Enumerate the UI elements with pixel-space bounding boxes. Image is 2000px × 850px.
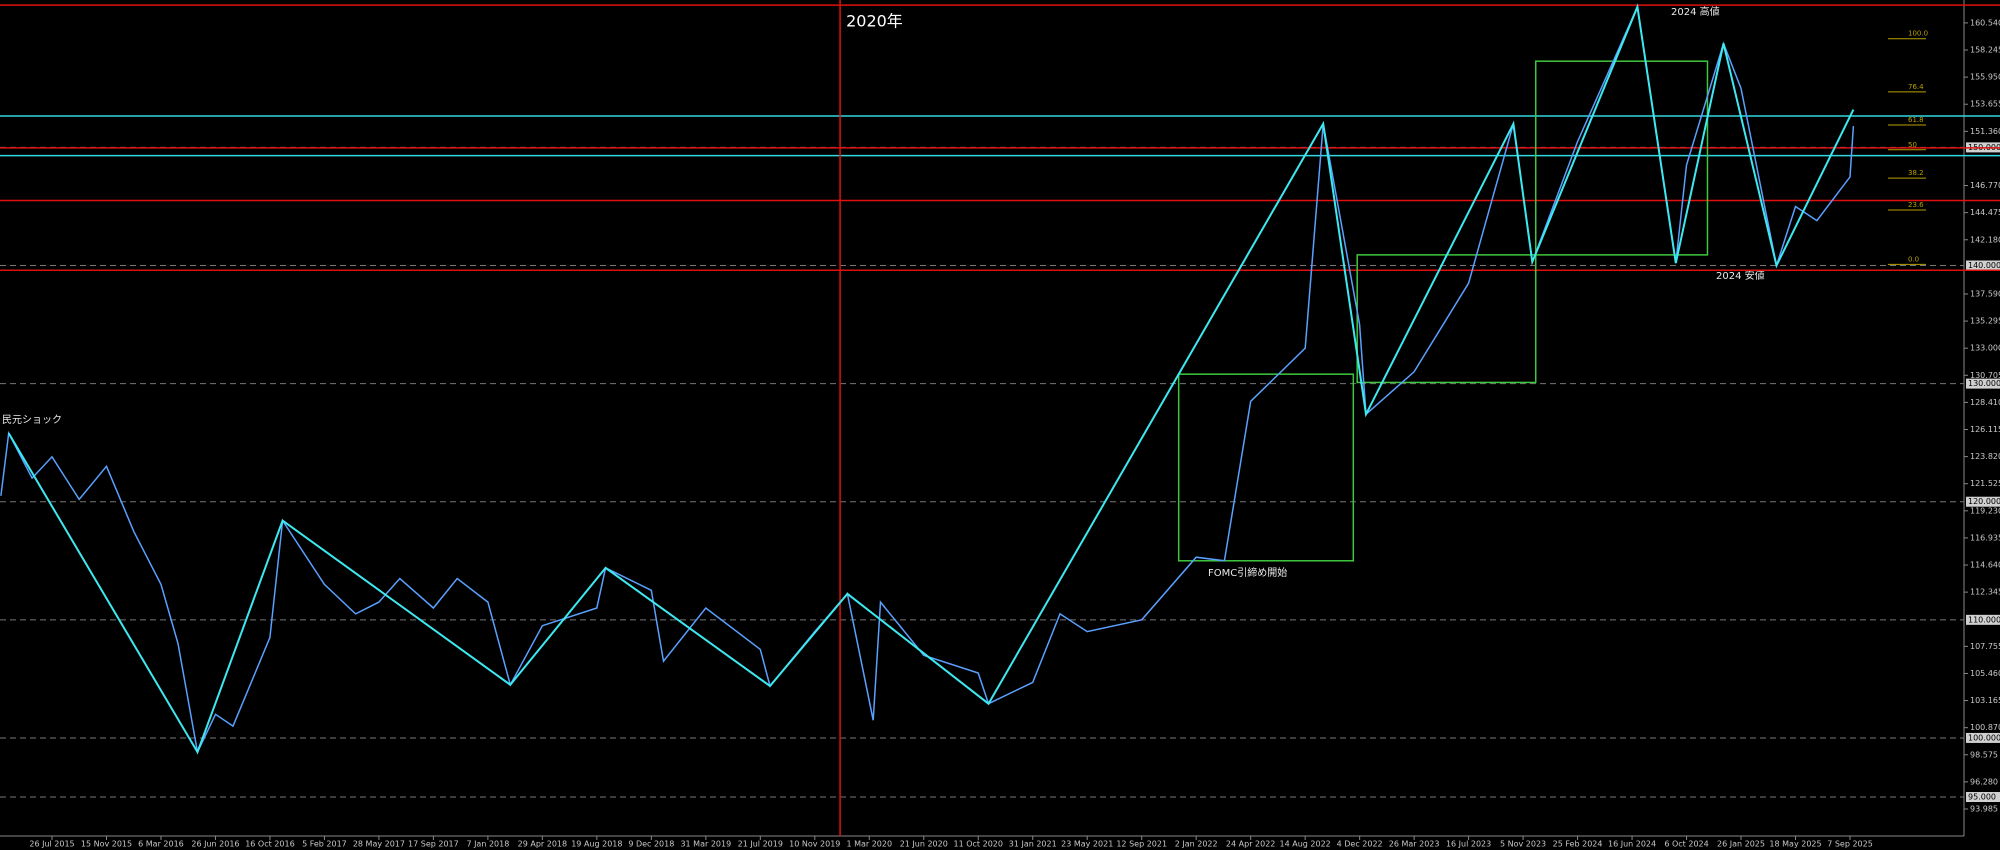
round-level-box bbox=[1966, 378, 2000, 389]
x-tick-label: 11 Oct 2020 bbox=[954, 840, 1003, 849]
y-tick-label: 151.360 bbox=[1970, 127, 2000, 136]
round-level-label: 110.000 bbox=[1968, 615, 2000, 624]
y-tick-label: 130.705 bbox=[1970, 371, 2000, 380]
x-tick-label: 23 May 2021 bbox=[1061, 840, 1113, 849]
x-tick-label: 21 Jul 2019 bbox=[738, 840, 783, 849]
x-tick-label: 29 Apr 2018 bbox=[518, 840, 567, 849]
x-tick-label: 26 Jun 2016 bbox=[191, 840, 239, 849]
x-tick-label: 14 Aug 2022 bbox=[1280, 840, 1331, 849]
x-tick-label: 5 Nov 2023 bbox=[1500, 840, 1546, 849]
y-tick-label: 103.165 bbox=[1970, 696, 2000, 705]
annotation: 2024 高値 bbox=[1671, 5, 1720, 18]
x-tick-label: 28 May 2017 bbox=[353, 840, 405, 849]
annotation: 2024 安値 bbox=[1716, 269, 1765, 282]
y-tick-label: 96.280 bbox=[1970, 777, 1998, 786]
fibo-label: 0.0 bbox=[1908, 255, 1919, 263]
range-box bbox=[1177, 373, 1355, 562]
y-tick-label: 107.755 bbox=[1970, 642, 2000, 651]
x-tick-label: 18 May 2025 bbox=[1769, 840, 1821, 849]
x-tick-label: 16 Jun 2024 bbox=[1608, 840, 1656, 849]
fibo-label: 38.2 bbox=[1908, 169, 1924, 177]
x-tick-label: 12 Sep 2021 bbox=[1116, 840, 1167, 849]
zigzag-line bbox=[7, 3, 1855, 755]
x-tick-label: 31 Jan 2021 bbox=[1009, 840, 1057, 849]
y-tick-label: 128.410 bbox=[1970, 398, 2000, 407]
round-level-box bbox=[1966, 614, 2000, 625]
x-tick-label: 5 Feb 2017 bbox=[302, 840, 347, 849]
round-level-label: 120.000 bbox=[1968, 497, 2000, 506]
fibo-label: 23.6 bbox=[1908, 201, 1924, 209]
y-tick-label: 155.950 bbox=[1970, 73, 2000, 82]
x-tick-label: 1 Mar 2020 bbox=[846, 840, 892, 849]
round-level-label: 140.000 bbox=[1968, 261, 2000, 270]
x-tick-label: 7 Jan 2018 bbox=[466, 840, 509, 849]
x-tick-label: 31 Mar 2019 bbox=[680, 840, 731, 849]
y-tick-label: 153.655 bbox=[1970, 100, 2000, 109]
round-level-box bbox=[1966, 260, 2000, 271]
y-tick-label: 158.245 bbox=[1970, 46, 2000, 55]
x-tick-label: 15 Nov 2015 bbox=[81, 840, 132, 849]
y-tick-label: 160.540 bbox=[1970, 18, 2000, 27]
x-tick-label: 6 Oct 2024 bbox=[1664, 840, 1708, 849]
annotation: FOMC引締め開始 bbox=[1208, 566, 1287, 579]
y-tick-label: 135.295 bbox=[1970, 317, 2000, 326]
y-tick-label: 146.770 bbox=[1970, 181, 2000, 190]
y-tick-label: 98.575 bbox=[1970, 750, 1998, 759]
y-tick-label: 123.820 bbox=[1970, 452, 2000, 461]
y-tick-label: 133.000 bbox=[1970, 344, 2000, 353]
x-tick-label: 2 Jan 2022 bbox=[1175, 840, 1218, 849]
y-tick-label: 142.180 bbox=[1970, 235, 2000, 244]
y-tick-label: 105.460 bbox=[1970, 669, 2000, 678]
x-tick-label: 16 Oct 2016 bbox=[245, 840, 294, 849]
fibo-label: 76.4 bbox=[1908, 83, 1924, 91]
x-tick-label: 25 Feb 2024 bbox=[1553, 840, 1603, 849]
x-tick-label: 6 Mar 2016 bbox=[138, 840, 184, 849]
x-tick-label: 16 Jul 2023 bbox=[1446, 840, 1491, 849]
y-tick-label: 93.985 bbox=[1970, 804, 1998, 813]
year-label: 2020年 bbox=[846, 12, 903, 31]
round-level-box bbox=[1966, 496, 2000, 507]
x-tick-label: 26 Jan 2025 bbox=[1717, 840, 1765, 849]
y-tick-label: 121.525 bbox=[1970, 479, 2000, 488]
x-tick-label: 10 Nov 2019 bbox=[789, 840, 840, 849]
fibo-label: 100.0 bbox=[1908, 30, 1928, 38]
x-tick-label: 19 Aug 2018 bbox=[571, 840, 622, 849]
range-box bbox=[1534, 60, 1709, 256]
y-tick-label: 100.870 bbox=[1970, 723, 2000, 732]
y-tick-label: 144.475 bbox=[1970, 208, 2000, 217]
y-tick-label: 116.935 bbox=[1970, 533, 2000, 542]
x-tick-label: 21 Jun 2020 bbox=[900, 840, 948, 849]
y-tick-label: 114.640 bbox=[1970, 561, 2000, 570]
round-level-label: 130.000 bbox=[1968, 379, 2000, 388]
y-tick-label: 112.345 bbox=[1970, 588, 2000, 597]
y-tick-label: 119.230 bbox=[1970, 506, 2000, 515]
fibo-label: 61.8 bbox=[1908, 116, 1924, 124]
x-tick-label: 26 Mar 2023 bbox=[1389, 840, 1440, 849]
y-tick-label: 137.590 bbox=[1970, 289, 2000, 298]
x-tick-label: 4 Dec 2022 bbox=[1337, 840, 1383, 849]
x-tick-label: 26 Jul 2015 bbox=[29, 840, 74, 849]
y-tick-label: 126.115 bbox=[1970, 425, 2000, 434]
x-tick-label: 7 Sep 2025 bbox=[1827, 840, 1873, 849]
round-level-label: 100.000 bbox=[1968, 733, 2000, 742]
round-level-box bbox=[1966, 791, 2000, 802]
fibo-label: 50 bbox=[1908, 141, 1917, 149]
x-tick-label: 17 Sep 2017 bbox=[408, 840, 459, 849]
round-level-box bbox=[1966, 732, 2000, 743]
annotation: 民元ショック bbox=[2, 414, 62, 426]
round-level-label: 95.000 bbox=[1968, 792, 1996, 801]
x-tick-label: 24 Apr 2022 bbox=[1226, 840, 1275, 849]
x-tick-label: 9 Dec 2018 bbox=[628, 840, 674, 849]
